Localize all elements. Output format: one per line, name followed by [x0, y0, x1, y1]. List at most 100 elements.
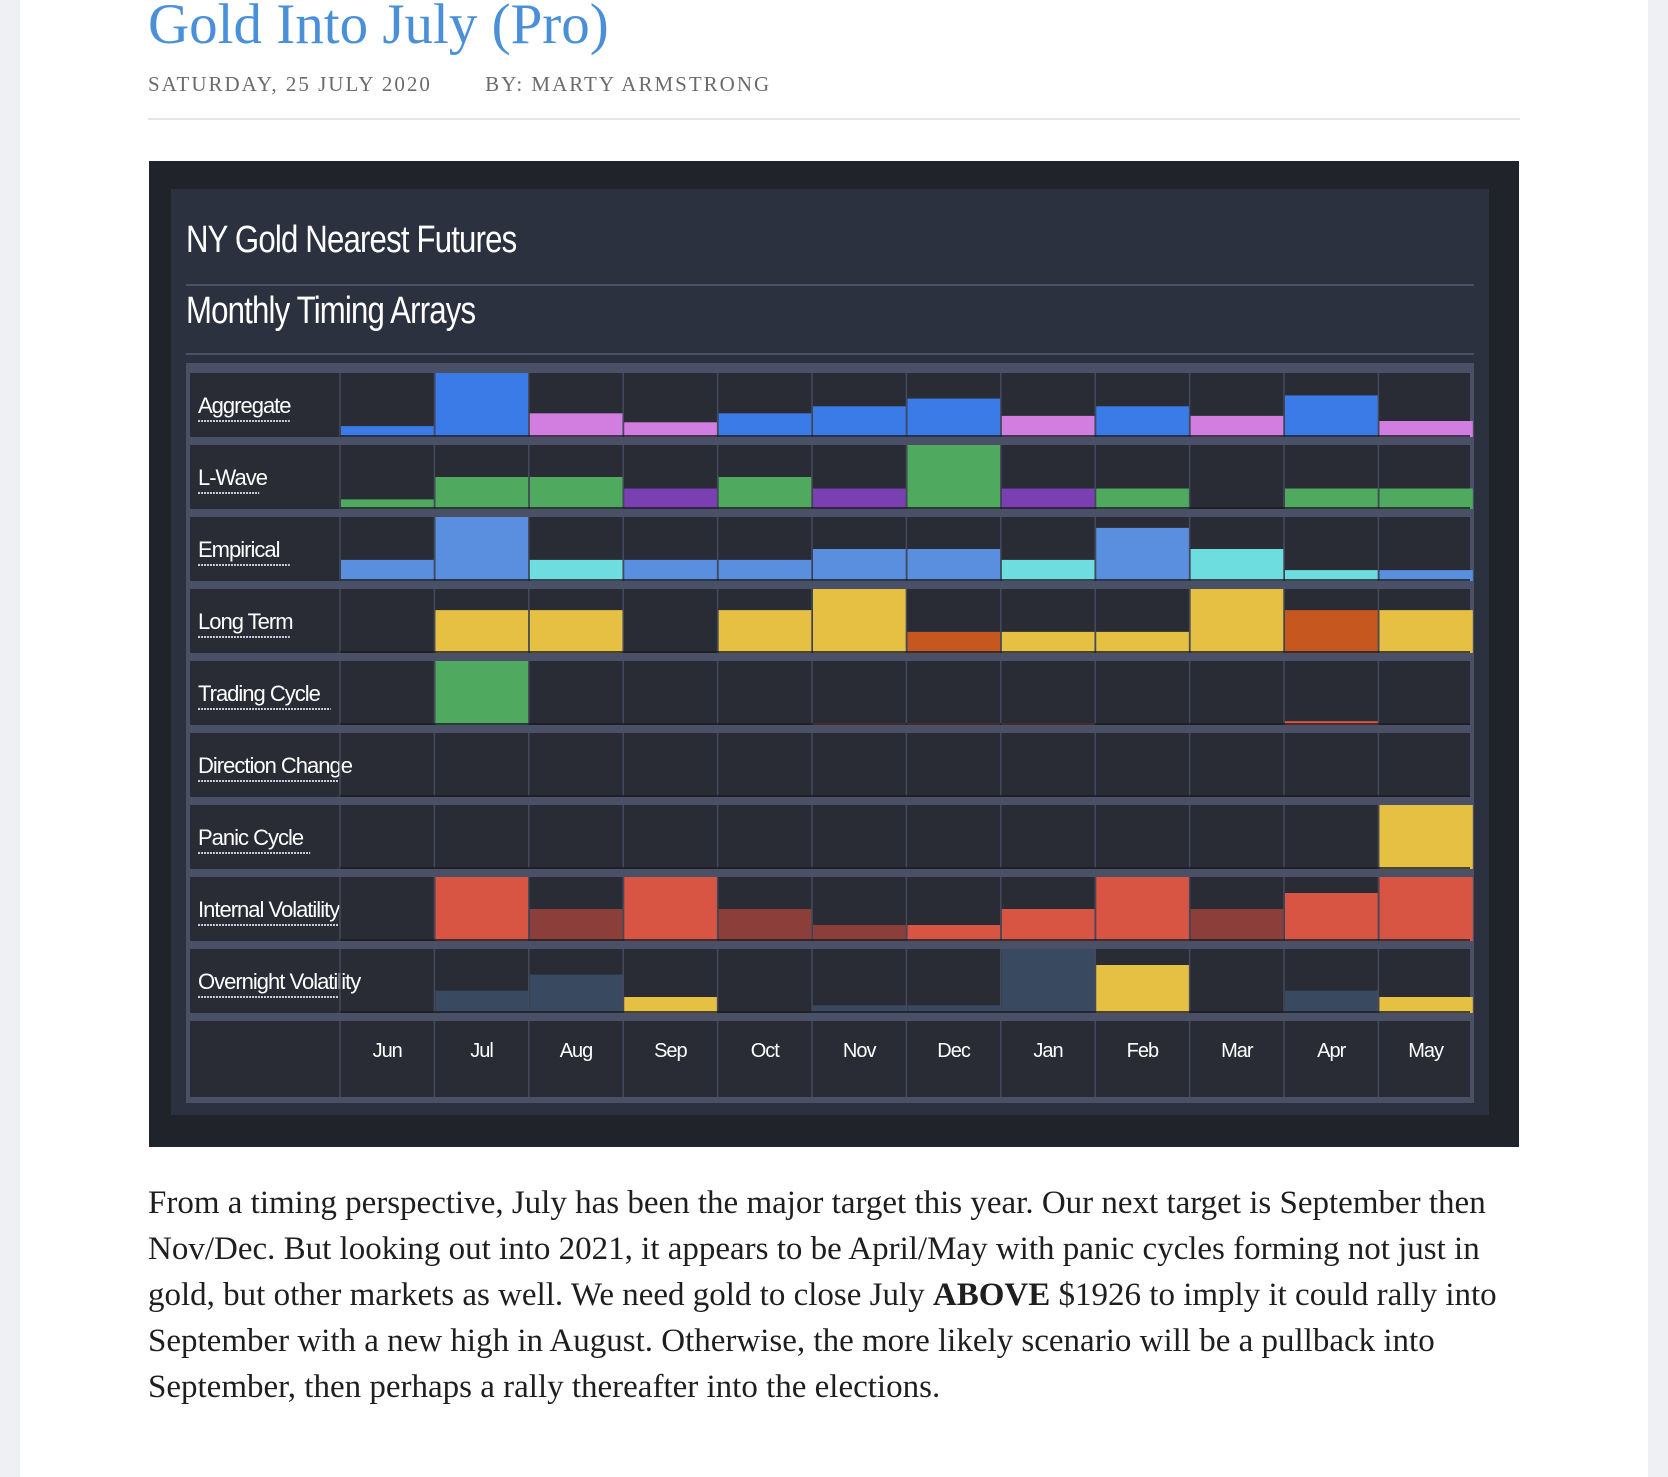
bar-aug[interactable]	[529, 610, 624, 653]
post-meta: SATURDAY, 25 JULY 2020 BY: MARTY ARMSTRO…	[148, 72, 771, 97]
bar-jan[interactable]	[1001, 909, 1096, 941]
bar-feb[interactable]	[1096, 877, 1190, 941]
bar-feb[interactable]	[1096, 488, 1190, 509]
bar-jun[interactable]	[341, 559, 435, 581]
row-background	[190, 949, 1470, 1013]
bar-sep[interactable]	[624, 997, 718, 1013]
bar-mar[interactable]	[1190, 909, 1284, 941]
bar-oct[interactable]	[718, 413, 812, 437]
bar-jul[interactable]	[435, 661, 529, 725]
bar-apr[interactable]	[1285, 488, 1379, 509]
bar-dec[interactable]	[907, 549, 1001, 581]
bar-jan[interactable]	[1001, 488, 1096, 509]
bar-apr[interactable]	[1285, 395, 1379, 437]
post-author[interactable]: BY: MARTY ARMSTRONG	[485, 72, 772, 96]
bar-apr[interactable]	[1285, 721, 1379, 725]
bar-nov[interactable]	[813, 549, 907, 581]
bar-mar[interactable]	[1190, 415, 1284, 437]
month-label: Aug	[560, 1040, 593, 1062]
bar-apr[interactable]	[1285, 610, 1379, 653]
bar-jan[interactable]	[1001, 949, 1096, 1013]
bar-apr[interactable]	[1285, 893, 1379, 941]
bar-feb[interactable]	[1096, 406, 1190, 437]
bar-jan[interactable]	[1001, 631, 1096, 653]
bar-may[interactable]	[1379, 421, 1473, 437]
bar-nov[interactable]	[813, 1005, 907, 1013]
row-label[interactable]: Aggregate	[198, 393, 292, 418]
bar-oct[interactable]	[718, 610, 812, 653]
bar-jul[interactable]	[435, 373, 529, 437]
row-label[interactable]: L-Wave	[198, 465, 269, 490]
bar-jul[interactable]	[435, 477, 529, 509]
month-label: Jun	[373, 1040, 402, 1062]
bar-jan[interactable]	[1001, 559, 1096, 581]
bar-dec[interactable]	[907, 925, 1001, 941]
row-label[interactable]: Direction Change	[198, 753, 354, 778]
bar-feb[interactable]	[1096, 527, 1190, 581]
row-label[interactable]: Empirical	[198, 537, 281, 562]
bar-apr[interactable]	[1285, 570, 1379, 581]
bar-oct[interactable]	[718, 559, 812, 581]
bar-nov[interactable]	[813, 589, 907, 653]
chart-divider	[186, 353, 1474, 355]
bar-jun[interactable]	[341, 426, 435, 437]
row-label[interactable]: Overnight Volatility	[198, 969, 362, 994]
bar-may[interactable]	[1379, 805, 1473, 869]
bar-aug[interactable]	[529, 477, 624, 509]
bar-aug[interactable]	[529, 909, 624, 941]
post-title[interactable]: Gold Into July (Pro)	[148, 0, 609, 56]
bar-may[interactable]	[1379, 488, 1473, 509]
bar-dec[interactable]	[907, 398, 1001, 437]
bar-jun[interactable]	[341, 499, 435, 509]
bar-sep[interactable]	[624, 559, 718, 581]
bar-oct[interactable]	[718, 477, 812, 509]
article-text-1: From a timing perspective, July has been…	[148, 1185, 1486, 1313]
bar-sep[interactable]	[624, 877, 718, 941]
bar-dec[interactable]	[907, 1005, 1001, 1013]
bar-oct[interactable]	[718, 909, 812, 941]
bar-mar[interactable]	[1190, 549, 1284, 581]
article-text-2: $1926 to imply it could rally into Septe…	[148, 1277, 1497, 1405]
bar-may[interactable]	[1379, 570, 1473, 581]
bar-jul[interactable]	[435, 990, 529, 1013]
bar-may[interactable]	[1379, 877, 1473, 941]
bar-jul[interactable]	[435, 517, 529, 581]
row-background	[190, 661, 1470, 725]
article-page: Gold Into July (Pro) SATURDAY, 25 JULY 2…	[20, 0, 1648, 1477]
bar-may[interactable]	[1379, 997, 1473, 1013]
month-label: Feb	[1127, 1040, 1159, 1062]
chart-panel: NY Gold Nearest Futures Monthly Timing A…	[171, 189, 1489, 1115]
month-label: Oct	[751, 1040, 781, 1062]
bar-aug[interactable]	[529, 413, 624, 437]
bar-dec[interactable]	[907, 445, 1001, 509]
bar-nov[interactable]	[813, 488, 907, 509]
bar-jul[interactable]	[435, 610, 529, 653]
bar-dec[interactable]	[907, 631, 1001, 653]
bar-feb[interactable]	[1096, 965, 1190, 1013]
row-label[interactable]: Internal Volatility	[198, 897, 341, 922]
bar-jan[interactable]	[1001, 415, 1096, 437]
month-label: Mar	[1221, 1040, 1254, 1062]
month-label: Jan	[1033, 1040, 1062, 1062]
bar-may[interactable]	[1379, 610, 1473, 653]
row-label[interactable]: Long Term	[198, 609, 294, 634]
month-label: Nov	[843, 1040, 877, 1062]
bar-nov[interactable]	[813, 406, 907, 437]
bar-jul[interactable]	[435, 877, 529, 941]
chart-subtitle: Monthly Timing Arrays	[186, 290, 476, 332]
bar-sep[interactable]	[624, 422, 718, 437]
title-divider	[148, 118, 1520, 120]
bar-nov[interactable]	[813, 925, 907, 941]
chart-title: NY Gold Nearest Futures	[186, 219, 517, 261]
bar-apr[interactable]	[1285, 990, 1379, 1013]
row-label[interactable]: Trading Cycle	[198, 681, 322, 706]
row-background	[190, 733, 1470, 797]
row-background	[190, 805, 1470, 869]
bar-aug[interactable]	[529, 974, 624, 1013]
bar-feb[interactable]	[1096, 631, 1190, 653]
month-label: Apr	[1317, 1040, 1346, 1062]
bar-aug[interactable]	[529, 559, 624, 581]
bar-sep[interactable]	[624, 488, 718, 509]
row-label[interactable]: Panic Cycle	[198, 825, 305, 850]
bar-mar[interactable]	[1190, 589, 1284, 653]
